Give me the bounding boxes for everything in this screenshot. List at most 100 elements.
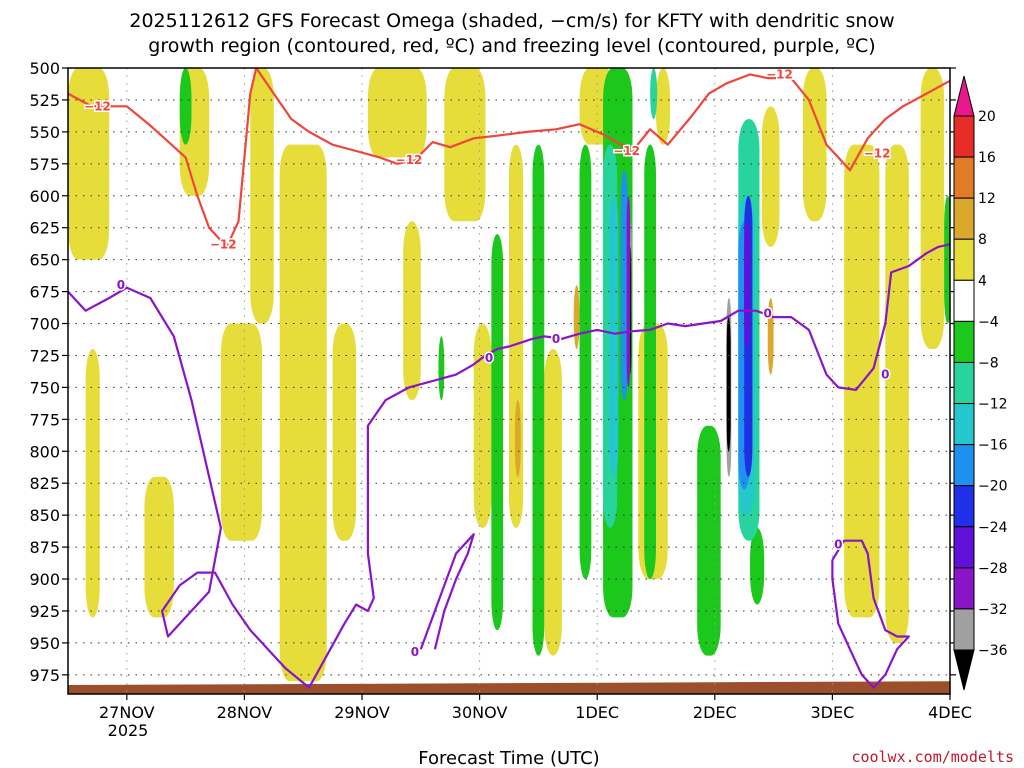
terrain-surface bbox=[68, 681, 950, 694]
contour-label: 0 bbox=[411, 645, 419, 659]
plot-frame bbox=[67, 67, 951, 695]
y-tick-label: 925 bbox=[29, 602, 60, 621]
contour-label: −12 bbox=[396, 153, 423, 167]
contour-line bbox=[831, 539, 910, 689]
colorbar-label: −20 bbox=[978, 479, 1008, 495]
colorbar-swatch bbox=[953, 197, 975, 240]
omega-region bbox=[444, 68, 486, 222]
y-tick-label: 850 bbox=[29, 506, 60, 525]
colorbar-label: −4 bbox=[978, 314, 999, 330]
omega-region bbox=[726, 317, 731, 452]
x-tick-label: 4DEC bbox=[928, 703, 972, 722]
omega-region bbox=[650, 68, 658, 120]
omega-region bbox=[630, 246, 632, 375]
y-tick-label: 950 bbox=[29, 634, 60, 653]
contour-line bbox=[419, 533, 475, 650]
omega-region bbox=[403, 221, 421, 401]
colorbar-label: 8 bbox=[978, 232, 987, 248]
omega-region bbox=[744, 221, 751, 350]
contour-label: 0 bbox=[834, 538, 842, 552]
x-tick-label: 30NOV bbox=[452, 703, 508, 722]
y-tick-label: 900 bbox=[29, 570, 60, 589]
colorbar-label: −8 bbox=[978, 355, 999, 371]
colorbar-label: −36 bbox=[978, 643, 1008, 659]
omega-region bbox=[279, 144, 327, 682]
chart-title: 2025112612 GFS Forecast Omega (shaded, −… bbox=[129, 10, 894, 32]
x-year-label: 2025 bbox=[108, 721, 149, 740]
contour-line bbox=[68, 243, 950, 689]
credit-text: coolwx.com/modelts bbox=[851, 748, 1014, 766]
omega-region bbox=[608, 195, 619, 477]
x-axis-title: Forecast Time (UTC) bbox=[418, 748, 599, 768]
colorbar-swatch bbox=[953, 567, 975, 610]
y-tick-label: 650 bbox=[29, 251, 60, 270]
contour-label: 0 bbox=[881, 368, 889, 382]
colorbar-swatch bbox=[953, 361, 975, 405]
omega-region bbox=[761, 106, 780, 247]
x-tick-label: 29NOV bbox=[334, 703, 390, 722]
omega-region bbox=[579, 144, 592, 580]
y-tick-label: 750 bbox=[29, 378, 60, 397]
omega-region bbox=[920, 68, 945, 350]
colorbar-top-arrow bbox=[953, 75, 975, 117]
y-tick-label: 975 bbox=[29, 666, 60, 685]
omega-region bbox=[473, 323, 492, 528]
colorbar-label: 4 bbox=[978, 273, 987, 289]
omega-region bbox=[250, 68, 274, 324]
x-tick-label: 1DEC bbox=[575, 703, 619, 722]
omega-region bbox=[220, 323, 263, 541]
colorbar-label: −24 bbox=[978, 520, 1008, 536]
y-tick-label: 550 bbox=[29, 123, 60, 142]
omega-region bbox=[626, 195, 631, 388]
colorbar-swatch bbox=[953, 238, 975, 281]
colorbar-label: −12 bbox=[978, 397, 1008, 413]
colorbar-label: −28 bbox=[978, 561, 1008, 577]
colorbar-label: −16 bbox=[978, 438, 1008, 454]
y-tick-label: 875 bbox=[29, 538, 60, 557]
omega-region bbox=[532, 144, 545, 656]
y-axis: 500 525 550 575 600 625 650 675 700 725 750 775 800 8… bbox=[29, 59, 956, 685]
contour-line bbox=[255, 68, 950, 172]
contour-label: −12 bbox=[210, 237, 237, 251]
omega-region bbox=[885, 144, 909, 643]
colorbar-swatch bbox=[953, 526, 975, 569]
omega-region bbox=[697, 425, 721, 656]
colorbar-label: 16 bbox=[978, 150, 996, 166]
colorbar-label: 12 bbox=[978, 191, 996, 207]
y-tick-label: 825 bbox=[29, 474, 60, 493]
contour-line bbox=[68, 68, 258, 248]
colorbar-label: 20 bbox=[978, 109, 996, 125]
colorbar-bottom-arrow bbox=[953, 649, 975, 691]
x-tick-label: 2DEC bbox=[693, 703, 737, 722]
x-tick-label: 27NOV bbox=[99, 703, 155, 722]
colorbar-swatch bbox=[953, 279, 975, 322]
contour-label: 0 bbox=[552, 332, 560, 346]
omega-region bbox=[179, 68, 192, 145]
y-tick-label: 775 bbox=[29, 410, 60, 429]
y-tick-label: 575 bbox=[29, 155, 60, 174]
omega-region bbox=[750, 527, 765, 605]
contour-label: 0 bbox=[764, 306, 772, 320]
contour-label: 0 bbox=[117, 278, 125, 292]
contour-label: −12 bbox=[766, 67, 793, 81]
omega-region bbox=[656, 68, 671, 145]
gridlines bbox=[68, 67, 951, 694]
omega-region bbox=[85, 349, 100, 618]
colorbar: 20 16 12 8 4 −4 −8 −12 −16 −20 −24 −28 −32 −36 bbox=[953, 75, 1008, 691]
omega-shading bbox=[68, 68, 950, 682]
y-tick-label: 625 bbox=[29, 219, 60, 238]
y-tick-label: 525 bbox=[29, 91, 60, 110]
x-tick-label: 3DEC bbox=[811, 703, 855, 722]
terrain-fill bbox=[68, 681, 950, 694]
y-tick-label: 800 bbox=[29, 442, 60, 461]
omega-region bbox=[573, 285, 580, 350]
omega-region bbox=[803, 68, 827, 222]
contour-label: −12 bbox=[613, 144, 640, 158]
colorbar-swatch bbox=[953, 485, 975, 528]
x-tick-label: 28NOV bbox=[217, 703, 273, 722]
colorbar-swatch bbox=[953, 403, 975, 446]
colorbar-swatch bbox=[953, 608, 975, 651]
omega-region bbox=[68, 68, 110, 260]
freezing-level-contour: 0 0 0 0 0 0 0 bbox=[68, 243, 950, 689]
